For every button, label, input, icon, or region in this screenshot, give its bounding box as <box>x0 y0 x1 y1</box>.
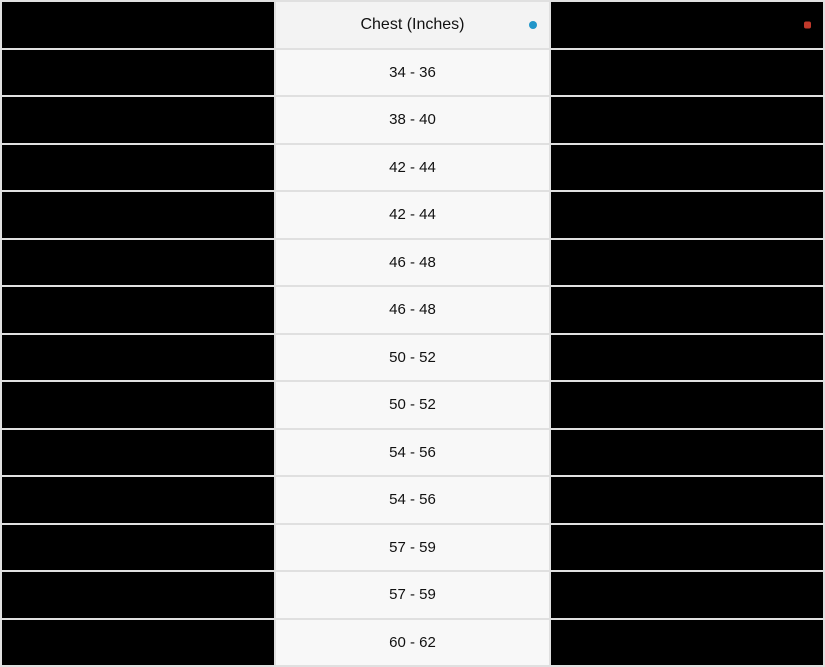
table-header-row: Chest (Inches) <box>1 1 824 49</box>
third-cell <box>550 381 824 429</box>
size-cell <box>1 286 275 334</box>
table-row: 42 - 44 <box>1 191 824 239</box>
third-cell <box>550 619 824 667</box>
third-cell <box>550 144 824 192</box>
chest-cell: 57 - 59 <box>275 571 549 619</box>
third-cell <box>550 334 824 382</box>
size-cell <box>1 524 275 572</box>
chest-cell: 54 - 56 <box>275 429 549 477</box>
chest-cell: 46 - 48 <box>275 286 549 334</box>
size-cell <box>1 239 275 287</box>
size-cell <box>1 191 275 239</box>
third-cell <box>550 429 824 477</box>
sort-indicator-icon <box>529 21 537 29</box>
chest-cell: 50 - 52 <box>275 381 549 429</box>
header-cell-third[interactable] <box>550 1 824 49</box>
size-cell <box>1 619 275 667</box>
third-cell <box>550 96 824 144</box>
size-cell <box>1 144 275 192</box>
size-cell <box>1 429 275 477</box>
table-row: 42 - 44 <box>1 144 824 192</box>
size-cell <box>1 381 275 429</box>
table-row: 46 - 48 <box>1 239 824 287</box>
table-row: 50 - 52 <box>1 334 824 382</box>
third-cell <box>550 524 824 572</box>
header-chest-label: Chest (Inches) <box>360 16 464 34</box>
third-cell <box>550 49 824 97</box>
size-cell <box>1 476 275 524</box>
chest-cell: 46 - 48 <box>275 239 549 287</box>
third-cell <box>550 571 824 619</box>
table-row: 57 - 59 <box>1 524 824 572</box>
table-row: 50 - 52 <box>1 381 824 429</box>
chest-cell: 34 - 36 <box>275 49 549 97</box>
third-cell <box>550 191 824 239</box>
chest-cell: 57 - 59 <box>275 524 549 572</box>
table-row: 54 - 56 <box>1 476 824 524</box>
chest-cell: 42 - 44 <box>275 144 549 192</box>
table-row: 57 - 59 <box>1 571 824 619</box>
header-cell-chest[interactable]: Chest (Inches) <box>275 1 549 49</box>
chest-cell: 42 - 44 <box>275 191 549 239</box>
third-cell <box>550 286 824 334</box>
chest-cell: 50 - 52 <box>275 334 549 382</box>
table-row: 60 - 62 <box>1 619 824 667</box>
chest-cell: 54 - 56 <box>275 476 549 524</box>
table-row: 46 - 48 <box>1 286 824 334</box>
table-row: 38 - 40 <box>1 96 824 144</box>
table-row: 54 - 56 <box>1 429 824 477</box>
table-row: 34 - 36 <box>1 49 824 97</box>
third-cell <box>550 239 824 287</box>
chest-cell: 60 - 62 <box>275 619 549 667</box>
size-cell <box>1 49 275 97</box>
sort-indicator-icon <box>804 21 811 28</box>
size-cell <box>1 96 275 144</box>
size-cell <box>1 334 275 382</box>
header-cell-size <box>1 1 275 49</box>
size-chart-table: Chest (Inches) 34 - 36 38 - 40 42 - 44 4… <box>0 0 825 667</box>
size-cell <box>1 571 275 619</box>
chest-cell: 38 - 40 <box>275 96 549 144</box>
third-cell <box>550 476 824 524</box>
